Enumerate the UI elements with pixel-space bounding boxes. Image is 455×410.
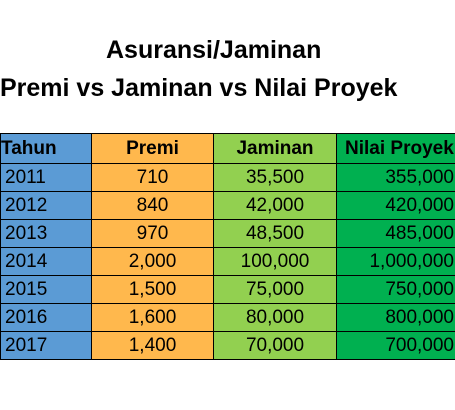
cell-jaminan: 75,000 <box>213 275 337 304</box>
cell-premi: 1,400 <box>91 331 214 360</box>
column-header-nilai-proyek: Nilai Proyek <box>336 133 455 164</box>
page-title: Asuransi/Jaminan <box>106 36 322 64</box>
cell-nilai-proyek: 355,000 <box>336 163 455 192</box>
cell-tahun: 2011 <box>0 163 92 192</box>
cell-nilai-proyek: 800,000 <box>336 303 455 332</box>
cell-tahun: 2013 <box>0 219 92 248</box>
cell-premi: 1,500 <box>91 275 214 304</box>
table-header-row: Tahun Premi Jaminan Nilai Proyek <box>0 133 455 164</box>
table-row: 2016 1,600 80,000 800,000 <box>0 303 455 332</box>
cell-tahun: 2017 <box>0 331 92 360</box>
cell-nilai-proyek: 420,000 <box>336 191 455 220</box>
cell-tahun: 2015 <box>0 275 92 304</box>
cell-nilai-proyek: 485,000 <box>336 219 455 248</box>
cell-jaminan: 48,500 <box>213 219 337 248</box>
cell-jaminan: 42,000 <box>213 191 337 220</box>
cell-jaminan: 100,000 <box>213 247 337 276</box>
cell-tahun: 2014 <box>0 247 92 276</box>
table-row: 2017 1,400 70,000 700,000 <box>0 331 455 360</box>
cell-jaminan: 35,500 <box>213 163 337 192</box>
cell-jaminan: 70,000 <box>213 331 337 360</box>
cell-premi: 2,000 <box>91 247 214 276</box>
table-row: 2014 2,000 100,000 1,000,000 <box>0 247 455 276</box>
cell-nilai-proyek: 700,000 <box>336 331 455 360</box>
column-header-tahun: Tahun <box>0 133 92 164</box>
cell-premi: 970 <box>91 219 214 248</box>
table-row: 2011 710 35,500 355,000 <box>0 163 455 192</box>
cell-nilai-proyek: 750,000 <box>336 275 455 304</box>
cell-nilai-proyek: 1,000,000 <box>336 247 455 276</box>
cell-premi: 840 <box>91 191 214 220</box>
column-header-premi: Premi <box>91 133 214 164</box>
column-header-jaminan: Jaminan <box>213 133 337 164</box>
table-row: 2012 840 42,000 420,000 <box>0 191 455 220</box>
data-table: Tahun Premi Jaminan Nilai Proyek 2011 71… <box>0 133 455 360</box>
cell-premi: 710 <box>91 163 214 192</box>
cell-tahun: 2016 <box>0 303 92 332</box>
table-row: 2015 1,500 75,000 750,000 <box>0 275 455 304</box>
table-row: 2013 970 48,500 485,000 <box>0 219 455 248</box>
page-subtitle: Premi vs Jaminan vs Nilai Proyek <box>0 74 398 102</box>
cell-jaminan: 80,000 <box>213 303 337 332</box>
cell-premi: 1,600 <box>91 303 214 332</box>
cell-tahun: 2012 <box>0 191 92 220</box>
